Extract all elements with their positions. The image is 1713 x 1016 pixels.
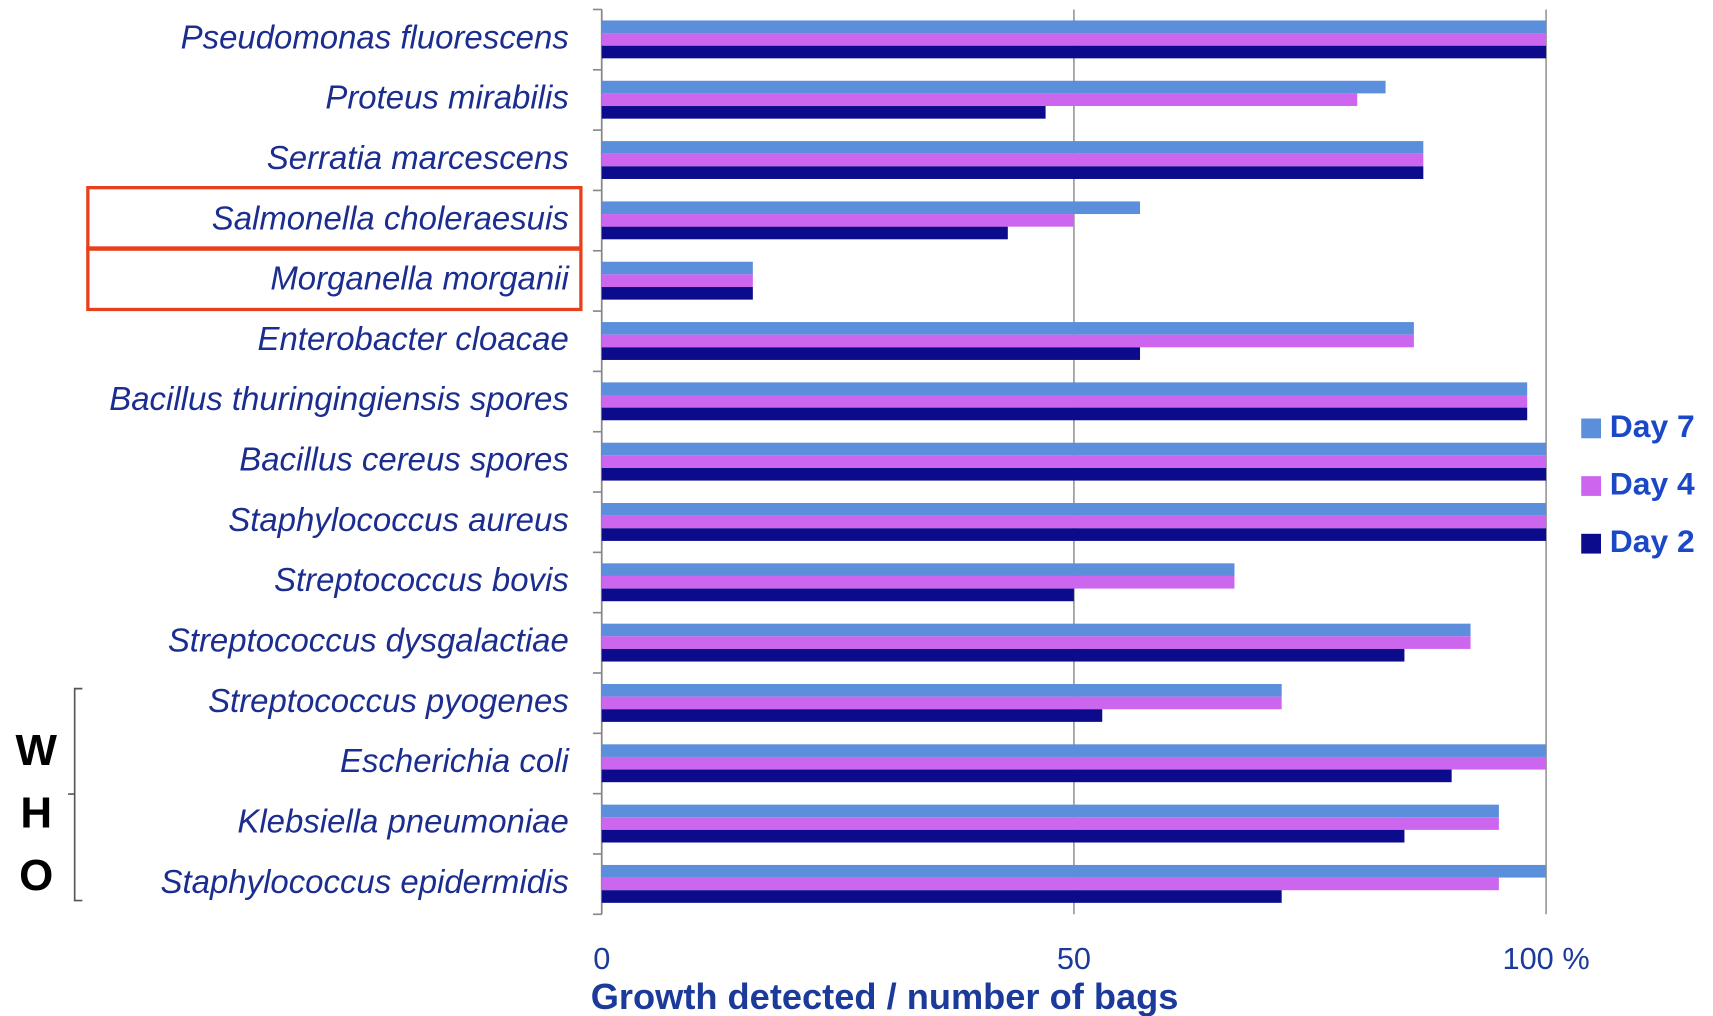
bar (601, 877, 1499, 891)
bar (601, 467, 1547, 481)
bar (601, 744, 1547, 757)
bar (601, 709, 1103, 722)
category-label: Klebsiella pneumoniae (237, 803, 568, 840)
category-label: Salmonella choleraesuis (212, 199, 569, 236)
bar (601, 455, 1547, 468)
bracket-letter: H (20, 789, 52, 838)
x-tick-label: 50 (1057, 941, 1091, 976)
category-label: Proteus mirabilis (325, 79, 568, 116)
bar (601, 382, 1528, 396)
legend-swatch (1581, 418, 1601, 439)
bar (601, 563, 1235, 576)
bar (601, 528, 1547, 541)
category-label: Serratia marcescens (267, 139, 569, 176)
bar (601, 442, 1547, 456)
x-tick-label: 100 % (1503, 941, 1590, 976)
bar (601, 864, 1547, 878)
legend-swatch (1581, 533, 1601, 554)
bar (601, 395, 1528, 408)
bar (601, 33, 1547, 46)
highlight-box (86, 246, 583, 312)
bar (601, 588, 1074, 602)
bar (601, 80, 1386, 94)
category-label: Bacillus cereus spores (239, 441, 569, 478)
category-label: Staphylococcus aureus (228, 501, 569, 538)
bar (601, 322, 1414, 335)
bar (601, 804, 1499, 818)
bar (601, 201, 1141, 215)
category-label: Enterobacter cloacae (258, 320, 569, 357)
category-label: Morganella morganii (270, 260, 570, 297)
legend-label: Day 4 (1610, 465, 1695, 501)
bar (601, 829, 1405, 843)
bar (601, 226, 1008, 240)
category-label: Escherichia coli (340, 742, 571, 779)
bracket-letter: W (16, 726, 58, 775)
bar (601, 347, 1141, 360)
category-label: Staphylococcus epidermidis (161, 863, 569, 900)
category-label: Streptococcus pyogenes (208, 682, 569, 719)
bar (601, 756, 1547, 770)
bar (601, 817, 1499, 830)
category-label: Streptococcus dysgalactiae (168, 622, 569, 659)
bar (601, 274, 753, 287)
who-bracket (68, 687, 83, 902)
bar (601, 503, 1547, 516)
bar (601, 45, 1547, 59)
bar (601, 106, 1046, 119)
bar (601, 623, 1471, 637)
x-axis-title: Growth detected / number of bags (591, 976, 1179, 1016)
bar (601, 636, 1471, 649)
bar (601, 696, 1282, 710)
bar (601, 166, 1424, 179)
bar (601, 153, 1424, 167)
category-label: Bacillus thuringingiensis spores (109, 380, 569, 417)
legend-label: Day 2 (1610, 523, 1695, 559)
bar (601, 261, 753, 275)
bar (601, 683, 1282, 697)
bar (601, 141, 1424, 154)
category-label: Pseudomonas fluorescens (181, 18, 569, 55)
bracket-letter: O (19, 851, 53, 900)
bar (601, 769, 1452, 783)
bar (601, 407, 1528, 421)
bar (601, 334, 1414, 348)
bar (601, 214, 1074, 227)
legend-swatch (1581, 476, 1601, 496)
bar (601, 286, 753, 300)
x-tick-label: 0 (593, 941, 610, 976)
category-label: Streptococcus bovis (274, 561, 569, 598)
bar (601, 575, 1235, 589)
bar (601, 890, 1282, 903)
bar (601, 648, 1405, 662)
bar (601, 20, 1547, 34)
legend-label: Day 7 (1610, 408, 1695, 444)
bar (601, 515, 1547, 529)
bar (601, 93, 1358, 107)
